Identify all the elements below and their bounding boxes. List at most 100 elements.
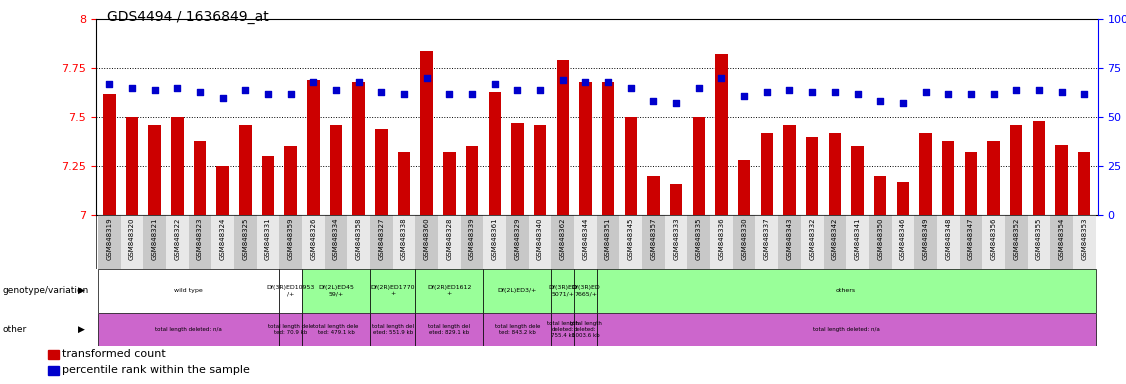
- Bar: [189, 215, 212, 269]
- Text: GSM848335: GSM848335: [696, 218, 701, 260]
- Text: GSM848327: GSM848327: [378, 218, 384, 260]
- Bar: [711, 215, 733, 269]
- Text: GSM848361: GSM848361: [492, 218, 498, 260]
- Bar: [552, 215, 574, 269]
- Bar: [688, 215, 711, 269]
- Point: [577, 79, 595, 85]
- Bar: [597, 215, 619, 269]
- Bar: [579, 82, 591, 215]
- Bar: [756, 215, 778, 269]
- Text: GSM848323: GSM848323: [197, 218, 203, 260]
- Text: GSM848355: GSM848355: [1036, 218, 1042, 260]
- Bar: [959, 215, 982, 269]
- Point: [962, 91, 980, 97]
- Bar: [370, 215, 393, 269]
- Bar: [892, 215, 914, 269]
- Text: GSM848330: GSM848330: [741, 218, 748, 260]
- Bar: [352, 82, 365, 215]
- Text: GSM848350: GSM848350: [877, 218, 883, 260]
- Bar: [261, 156, 275, 215]
- Text: GSM848348: GSM848348: [945, 218, 951, 260]
- Text: total length dele
ted: 70.9 kb: total length dele ted: 70.9 kb: [268, 324, 313, 335]
- Text: GSM848357: GSM848357: [651, 218, 656, 260]
- Bar: [302, 269, 370, 313]
- Text: total length del
eted: 551.9 kb: total length del eted: 551.9 kb: [372, 324, 413, 335]
- Text: GSM848325: GSM848325: [242, 218, 249, 260]
- Point: [191, 89, 209, 95]
- Bar: [98, 215, 120, 269]
- Point: [894, 100, 912, 106]
- Text: GSM848333: GSM848333: [673, 218, 679, 260]
- Bar: [942, 141, 955, 215]
- Bar: [98, 269, 279, 313]
- Bar: [574, 269, 597, 313]
- Bar: [1073, 215, 1096, 269]
- Text: GSM848334: GSM848334: [333, 218, 339, 260]
- Bar: [47, 366, 60, 375]
- Bar: [375, 129, 387, 215]
- Point: [350, 79, 368, 85]
- Bar: [483, 215, 506, 269]
- Point: [145, 87, 163, 93]
- Bar: [506, 215, 529, 269]
- Point: [984, 91, 1002, 97]
- Text: GSM848340: GSM848340: [537, 218, 543, 260]
- Text: Df(3R)ED
7665/+: Df(3R)ED 7665/+: [571, 285, 600, 296]
- Text: GSM848358: GSM848358: [356, 218, 361, 260]
- Point: [1075, 91, 1093, 97]
- Text: Df(2R)ED1612
+: Df(2R)ED1612 +: [427, 285, 472, 296]
- Text: GSM848356: GSM848356: [991, 218, 997, 260]
- Bar: [760, 133, 774, 215]
- Text: total length
deleted:
755.4 kb: total length deleted: 755.4 kb: [547, 321, 579, 338]
- Bar: [1078, 152, 1090, 215]
- Point: [485, 81, 503, 87]
- Text: GSM848339: GSM848339: [470, 218, 475, 260]
- Text: GSM848343: GSM848343: [786, 218, 793, 260]
- Bar: [104, 94, 116, 215]
- Text: GSM848346: GSM848346: [900, 218, 905, 260]
- Bar: [143, 215, 166, 269]
- Point: [440, 91, 458, 97]
- Bar: [393, 215, 415, 269]
- Bar: [420, 51, 434, 215]
- Text: GSM848337: GSM848337: [763, 218, 770, 260]
- Text: GSM848322: GSM848322: [175, 218, 180, 260]
- Text: GSM848345: GSM848345: [628, 218, 634, 260]
- Bar: [914, 215, 937, 269]
- Text: Df(2L)ED3/+: Df(2L)ED3/+: [498, 288, 537, 293]
- Bar: [489, 92, 501, 215]
- Bar: [846, 215, 869, 269]
- Bar: [483, 313, 552, 346]
- Bar: [171, 117, 184, 215]
- Bar: [239, 125, 251, 215]
- Bar: [965, 152, 977, 215]
- Text: wild type: wild type: [175, 288, 203, 293]
- Bar: [302, 215, 324, 269]
- Text: GSM848362: GSM848362: [560, 218, 565, 260]
- Bar: [642, 215, 664, 269]
- Bar: [279, 269, 302, 313]
- Bar: [552, 269, 574, 313]
- Bar: [466, 147, 479, 215]
- Text: GSM848321: GSM848321: [152, 218, 158, 260]
- Bar: [778, 215, 801, 269]
- Bar: [597, 313, 1096, 346]
- Bar: [874, 176, 886, 215]
- Point: [1053, 89, 1071, 95]
- Point: [395, 91, 413, 97]
- Bar: [937, 215, 959, 269]
- Bar: [896, 182, 909, 215]
- Point: [825, 89, 843, 95]
- Point: [1008, 87, 1026, 93]
- Point: [531, 87, 549, 93]
- Bar: [1004, 215, 1028, 269]
- Bar: [829, 133, 841, 215]
- Bar: [438, 215, 461, 269]
- Point: [304, 79, 322, 85]
- Point: [259, 91, 277, 97]
- Bar: [98, 313, 279, 346]
- Text: ▶: ▶: [78, 286, 84, 295]
- Text: GSM848354: GSM848354: [1058, 218, 1064, 260]
- Text: GDS4494 / 1636849_at: GDS4494 / 1636849_at: [107, 10, 269, 23]
- Bar: [370, 269, 415, 313]
